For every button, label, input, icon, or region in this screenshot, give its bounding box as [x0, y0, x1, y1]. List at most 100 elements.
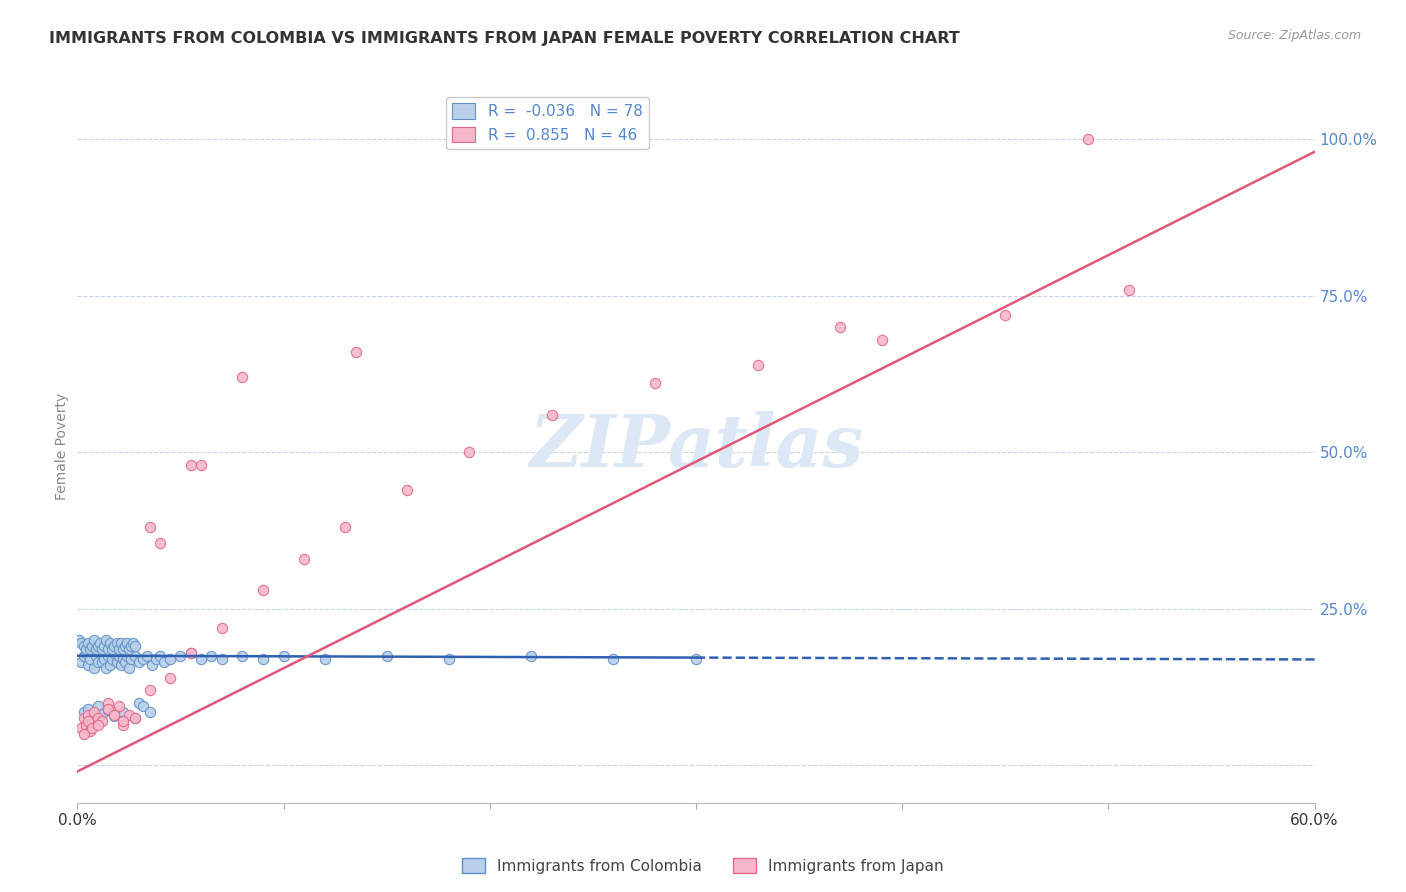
Point [97, 642, 120, 657]
Point [79, 723, 101, 738]
Point [124, 640, 146, 654]
Point [111, 652, 134, 666]
Point [122, 636, 145, 650]
Point [180, 458, 202, 472]
Point [97, 702, 120, 716]
Point [994, 308, 1017, 322]
Point [437, 652, 460, 666]
Point [314, 652, 336, 666]
Point [136, 648, 159, 663]
Point [149, 648, 172, 663]
Point [159, 652, 181, 666]
Point [87, 717, 110, 731]
Point [252, 652, 274, 666]
Point [75, 642, 97, 657]
Point [273, 648, 295, 663]
Point [76, 636, 98, 650]
Point [200, 648, 222, 663]
Point [111, 717, 134, 731]
Y-axis label: Female Poverty: Female Poverty [55, 392, 69, 500]
Point [91, 655, 114, 669]
Point [89, 636, 111, 650]
Point [96, 633, 118, 648]
Point [180, 646, 202, 660]
Point [75, 646, 97, 660]
Point [396, 483, 419, 497]
Point [124, 711, 146, 725]
Point [110, 658, 132, 673]
Legend: Immigrants from Colombia, Immigrants from Japan: Immigrants from Colombia, Immigrants fro… [456, 852, 950, 880]
Point [252, 582, 274, 597]
Point [72, 711, 94, 725]
Point [110, 636, 132, 650]
Point [84, 642, 107, 657]
Point [138, 705, 160, 719]
Point [231, 648, 253, 663]
Point [107, 698, 129, 713]
Point [128, 655, 150, 669]
Point [80, 721, 103, 735]
Point [190, 652, 212, 666]
Point [118, 708, 141, 723]
Point [87, 655, 110, 669]
Point [93, 652, 115, 666]
Point [107, 648, 129, 663]
Point [91, 642, 114, 657]
Point [111, 714, 134, 729]
Point [141, 658, 163, 673]
Point [115, 636, 138, 650]
Point [149, 536, 172, 550]
Point [76, 714, 98, 729]
Point [87, 711, 110, 725]
Point [231, 370, 253, 384]
Point [685, 652, 707, 666]
Point [76, 702, 98, 716]
Point [138, 683, 160, 698]
Point [96, 661, 118, 675]
Point [70, 636, 93, 650]
Point [87, 640, 110, 654]
Point [335, 520, 357, 534]
Point [830, 320, 852, 334]
Point [79, 652, 101, 666]
Point [83, 705, 105, 719]
Point [80, 642, 103, 657]
Text: ZIPatlas: ZIPatlas [529, 410, 863, 482]
Point [91, 706, 114, 721]
Point [103, 705, 125, 719]
Point [97, 648, 120, 663]
Point [103, 708, 125, 723]
Point [91, 714, 114, 729]
Point [75, 717, 97, 731]
Point [115, 648, 138, 663]
Point [211, 652, 233, 666]
Point [118, 642, 141, 657]
Point [124, 711, 146, 725]
Point [111, 705, 134, 719]
Point [83, 633, 105, 648]
Point [87, 698, 110, 713]
Point [520, 648, 543, 663]
Point [128, 696, 150, 710]
Point [1118, 283, 1140, 297]
Point [72, 705, 94, 719]
Text: IMMIGRANTS FROM COLOMBIA VS IMMIGRANTS FROM JAPAN FEMALE POVERTY CORRELATION CHA: IMMIGRANTS FROM COLOMBIA VS IMMIGRANTS F… [49, 31, 960, 46]
Point [114, 640, 136, 654]
Point [344, 345, 367, 359]
Point [375, 648, 398, 663]
Point [120, 652, 142, 666]
Point [120, 640, 142, 654]
Point [97, 703, 120, 717]
Point [83, 708, 105, 723]
Point [89, 646, 111, 660]
Point [97, 696, 120, 710]
Point [93, 640, 115, 654]
Point [211, 621, 233, 635]
Point [70, 655, 93, 669]
Point [98, 658, 121, 673]
Point [159, 671, 181, 685]
Point [111, 642, 134, 657]
Point [103, 646, 125, 660]
Point [80, 714, 103, 729]
Point [292, 551, 315, 566]
